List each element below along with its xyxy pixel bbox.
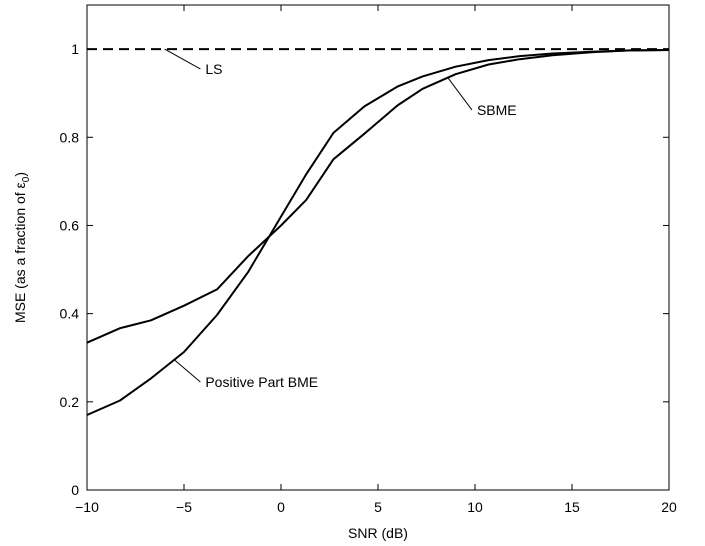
- plot-frame: [86, 4, 670, 491]
- series-line-sbme: [86, 49, 670, 344]
- y-tick-label: 0.6: [60, 217, 80, 233]
- y-tick-label: 1: [71, 41, 79, 57]
- y-tick-label: 0: [71, 482, 79, 498]
- tick-labels: −10 −5 0 5 10 15 20 0 0.2 0.4 0.6 0.8 1: [60, 41, 677, 515]
- y-tick-label: 0.8: [60, 129, 80, 145]
- y-axis-label-close: ): [12, 172, 28, 177]
- y-axis-label: MSE (as a fraction of ε0): [12, 172, 32, 323]
- annotation-leader: [164, 48, 201, 70]
- y-axis-label-main: MSE (as a fraction of ε: [12, 182, 28, 323]
- annotation-label-sbme: SBME: [477, 102, 517, 118]
- series-line-ppbme: [86, 49, 670, 416]
- x-tick-label: −5: [176, 499, 192, 515]
- x-axis-label: SNR (dB): [348, 525, 408, 541]
- axis-ticks: [86, 5, 670, 491]
- annotation-label-ls: LS: [205, 61, 222, 77]
- x-tick-label: −10: [75, 499, 99, 515]
- annotation-leader: [447, 77, 473, 111]
- y-tick-label: 0.2: [60, 394, 80, 410]
- annotation-leader: [173, 359, 201, 383]
- y-axis-label-subscript: 0: [21, 176, 32, 182]
- line-annotations: LS SBME Positive Part BME: [164, 48, 517, 390]
- x-tick-label: 5: [374, 499, 382, 515]
- x-tick-label: 10: [467, 499, 483, 515]
- y-tick-label: 0.4: [60, 306, 80, 322]
- annotation-label-ppbme: Positive Part BME: [205, 374, 318, 390]
- x-tick-label: 15: [564, 499, 580, 515]
- series-lines: [86, 48, 670, 416]
- x-tick-label: 0: [277, 499, 285, 515]
- x-tick-label: 20: [661, 499, 677, 515]
